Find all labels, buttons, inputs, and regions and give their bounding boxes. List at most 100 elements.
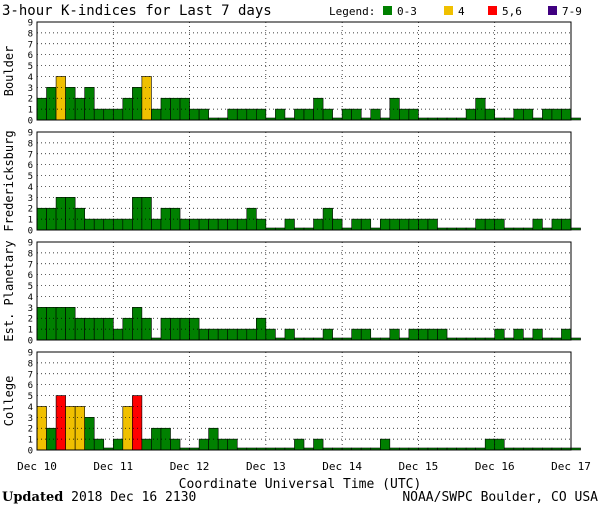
k-index-bar [151, 108, 162, 121]
y-tick-label: 1 [28, 216, 33, 226]
y-tick-label: 6 [28, 381, 33, 391]
k-index-bar [399, 108, 410, 121]
y-tick-label: 7 [28, 260, 33, 270]
legend-item-label: 5,6 [502, 5, 522, 18]
k-index-bar [112, 218, 124, 231]
k-index-bar [351, 108, 362, 121]
k-index-bar [513, 328, 524, 341]
k-index-bar [236, 218, 248, 231]
y-tick-label: 4 [28, 293, 33, 303]
k-index-bar [74, 406, 85, 451]
y-tick-label: 8 [28, 139, 33, 149]
k-index-bar [132, 87, 143, 121]
k-index-bar [570, 337, 581, 341]
k-index-bar [112, 328, 124, 341]
x-axis-label: Coordinate Universal Time (UTC) [179, 477, 422, 490]
k-index-bar [542, 108, 553, 121]
k-index-bar [418, 218, 429, 231]
y-tick-label: 7 [28, 370, 33, 380]
legend-swatch-1 [444, 6, 453, 15]
k-index-bar [55, 395, 66, 451]
x-tick-label: Dec 13 [246, 460, 286, 473]
y-tick-label: 0 [28, 337, 33, 347]
k-index-bar [484, 218, 496, 231]
k-index-bar [570, 447, 581, 451]
k-index-bar [217, 438, 229, 451]
k-index-bar [189, 108, 200, 121]
y-tick-label: 4 [28, 73, 33, 83]
k-index-bar [132, 395, 143, 451]
k-index-bar [170, 207, 181, 231]
x-tick-label: Dec 17 [551, 460, 591, 473]
station-label: Fredericksburg [2, 130, 16, 231]
k-index-bar [122, 406, 133, 451]
k-index-bar [103, 218, 114, 231]
k-index-bar [179, 218, 190, 231]
x-tick-label: Dec 14 [322, 460, 362, 473]
y-tick-label: 6 [28, 51, 33, 61]
k-index-bar [494, 218, 505, 231]
k-index-bar [36, 307, 47, 341]
station-label: College [2, 376, 16, 427]
y-tick-label: 1 [28, 326, 33, 336]
k-index-bar [351, 328, 362, 341]
k-index-bar [303, 108, 314, 121]
k-index-bar [389, 328, 400, 341]
y-tick-label: 2 [28, 205, 33, 215]
k-index-bar [494, 328, 505, 341]
y-tick-label: 8 [28, 359, 33, 369]
y-tick-label: 3 [28, 194, 33, 204]
k-index-bar [379, 438, 391, 451]
x-tick-label: Dec 11 [93, 460, 133, 473]
k-index-bar [151, 427, 162, 451]
y-tick-label: 0 [28, 447, 33, 457]
k-index-bar [65, 197, 76, 231]
k-index-bar [93, 438, 105, 451]
y-tick-label: 9 [28, 239, 33, 249]
k-index-bar [408, 108, 419, 121]
x-tick-label: Dec 10 [17, 460, 57, 473]
k-index-bar [532, 218, 543, 231]
k-index-bar [322, 207, 333, 231]
panel-frame [36, 21, 572, 121]
k-index-bar [236, 108, 248, 121]
y-tick-label: 3 [28, 414, 33, 424]
y-tick-label: 7 [28, 40, 33, 50]
k-index-bar [275, 108, 286, 121]
k-index-bar [294, 438, 305, 451]
k-index-bar [74, 317, 85, 341]
k-index-bar [84, 417, 95, 451]
panels: 0123456789Boulder0123456789Fredericksbur… [2, 19, 581, 457]
k-index-bar [399, 218, 410, 231]
y-tick-label: 7 [28, 150, 33, 160]
k-index-bar [465, 108, 476, 121]
k-index-bar [322, 328, 333, 341]
k-index-bar [217, 328, 229, 341]
y-tick-label: 0 [28, 227, 33, 237]
k-index-bar [84, 218, 95, 231]
k-index-bar [418, 328, 429, 341]
k-index-bar [284, 218, 295, 231]
k-index-bar [341, 108, 352, 121]
k-index-bar [84, 87, 95, 121]
y-tick-label: 9 [28, 349, 33, 359]
y-tick-label: 5 [28, 62, 33, 72]
k-index-bar [313, 438, 324, 451]
k-index-bar [227, 108, 238, 121]
y-tick-label: 9 [28, 19, 33, 29]
k-index-bar [189, 218, 200, 231]
k-index-bar [65, 307, 76, 341]
k-index-bar [46, 87, 57, 121]
y-tick-label: 6 [28, 271, 33, 281]
k-index-bar [332, 218, 343, 231]
k-index-bar [227, 328, 238, 341]
k-index-bar [475, 218, 486, 231]
y-tick-label: 5 [28, 172, 33, 182]
y-tick-label: 4 [28, 183, 33, 193]
k-index-bar [284, 328, 295, 341]
k-index-bar [74, 207, 85, 231]
y-tick-label: 5 [28, 282, 33, 292]
y-tick-label: 4 [28, 403, 33, 413]
k-index-bar [141, 438, 152, 451]
y-tick-label: 2 [28, 95, 33, 105]
